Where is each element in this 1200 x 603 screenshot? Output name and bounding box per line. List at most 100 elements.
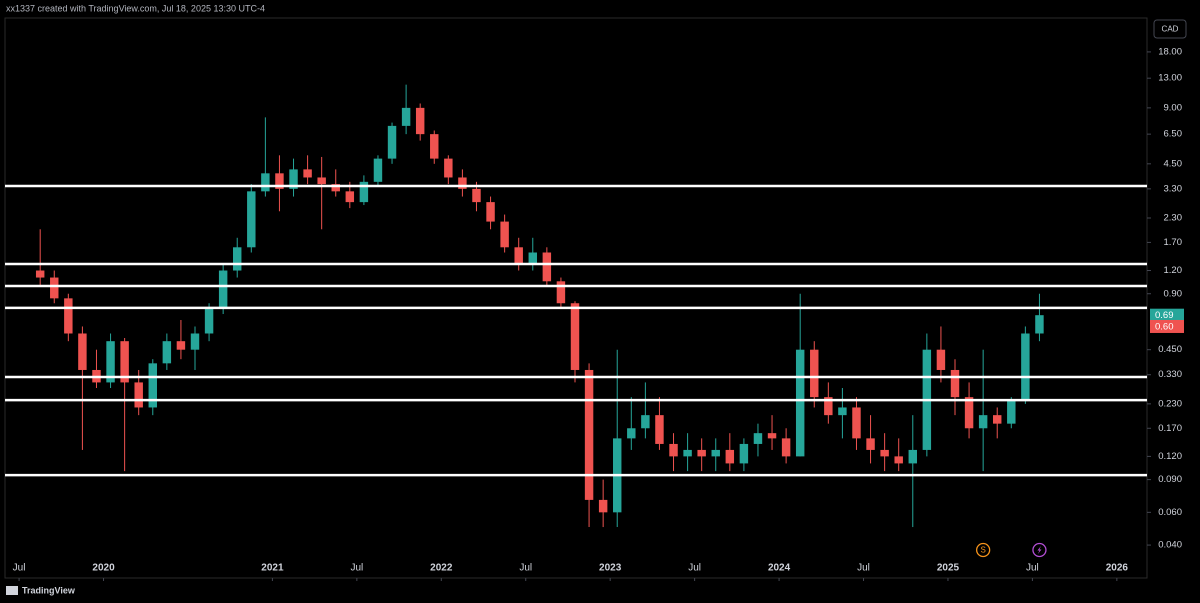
candle-body xyxy=(162,341,172,364)
candle-body xyxy=(204,308,214,334)
y-tick-label: 6.50 xyxy=(1164,129,1183,140)
candle-body xyxy=(936,349,946,370)
y-tick-label: 0.450 xyxy=(1158,344,1182,355)
candle-body xyxy=(1035,315,1044,334)
candle-body xyxy=(556,281,566,304)
x-tick-label: Jul xyxy=(13,563,26,574)
candle-body xyxy=(542,252,552,282)
y-tick-label: 0.060 xyxy=(1158,507,1182,518)
price-label-box xyxy=(1150,319,1184,333)
logo-mark xyxy=(6,586,18,595)
candle-body xyxy=(950,369,960,398)
candle-body xyxy=(134,382,143,408)
currency-box[interactable] xyxy=(1153,19,1187,39)
x-tick-label: 2023 xyxy=(599,563,622,574)
candle-body xyxy=(50,277,59,299)
chart-pane xyxy=(4,17,1148,579)
candle-body xyxy=(430,134,439,159)
x-tick-label: 2021 xyxy=(261,563,284,574)
y-tick-label: 0.330 xyxy=(1158,369,1182,380)
event-icon xyxy=(1037,546,1042,554)
candle-body xyxy=(78,333,87,370)
y-tick-label: 13.00 xyxy=(1158,73,1182,84)
candle-body xyxy=(641,415,650,429)
header-text: xx1337 created with TradingView.com, Jul… xyxy=(6,3,265,13)
candle-body xyxy=(739,443,749,464)
candle-body xyxy=(880,449,889,457)
candle-body xyxy=(852,407,861,439)
candle-body xyxy=(190,333,200,350)
candle-body xyxy=(894,456,903,464)
candle-body xyxy=(810,349,819,398)
y-tick-label: 0.040 xyxy=(1158,540,1182,551)
candle-body xyxy=(781,438,791,457)
candle-body xyxy=(753,433,763,444)
x-tick-label: Jul xyxy=(1026,563,1039,574)
candle-body xyxy=(570,303,580,370)
candle-body xyxy=(711,449,720,457)
candle-body xyxy=(627,428,636,439)
candle-body xyxy=(35,270,45,278)
candle-body xyxy=(359,181,369,203)
candle-body xyxy=(176,341,186,350)
y-tick-label: 9.00 xyxy=(1164,102,1183,113)
candle-body xyxy=(444,158,453,178)
price-label: 0.60 xyxy=(1155,321,1174,332)
candle-body xyxy=(317,177,326,185)
y-tick-label: 0.170 xyxy=(1158,423,1182,434)
candle-body xyxy=(106,341,115,383)
y-tick-label: 18.00 xyxy=(1158,46,1182,57)
candle-body xyxy=(824,397,833,416)
y-tick-label: 0.230 xyxy=(1158,398,1182,409)
candle-body xyxy=(345,191,355,203)
candle-body xyxy=(401,107,411,126)
price-label: 0.69 xyxy=(1155,310,1174,321)
candle-body xyxy=(964,397,974,429)
y-tick-label: 0.90 xyxy=(1164,288,1183,299)
candle-body xyxy=(275,173,284,189)
y-tick-label: 2.30 xyxy=(1164,213,1183,224)
x-tick-label: Jul xyxy=(350,563,363,574)
candle-body xyxy=(598,499,608,513)
candle-body xyxy=(218,270,228,309)
candle-body xyxy=(331,184,340,192)
candle-body xyxy=(64,298,73,334)
x-tick-label: 2020 xyxy=(92,563,115,574)
candle-body xyxy=(233,247,242,271)
x-tick-label: Jul xyxy=(688,563,701,574)
candle-body xyxy=(458,177,467,189)
candle-body xyxy=(1021,333,1030,401)
candle-body xyxy=(767,433,777,439)
candle-body xyxy=(584,369,594,500)
footer-brand: TradingView xyxy=(22,585,76,595)
candle-body xyxy=(908,449,917,464)
candle-body xyxy=(528,252,537,265)
candle-body xyxy=(247,191,256,248)
candle-body xyxy=(683,449,692,457)
currency-label[interactable]: CAD xyxy=(1162,25,1179,34)
y-tick-label: 1.20 xyxy=(1164,265,1183,276)
candle-body xyxy=(514,247,523,265)
candle-body xyxy=(697,449,706,457)
candle-body xyxy=(289,169,298,189)
candle-body xyxy=(387,125,397,159)
candle-body xyxy=(795,349,805,457)
candle-body xyxy=(669,443,678,457)
x-tick-label: 2024 xyxy=(768,563,791,574)
y-tick-label: 1.70 xyxy=(1164,237,1183,248)
candle-body xyxy=(303,169,312,178)
price-label-box xyxy=(1150,308,1184,322)
x-tick-label: Jul xyxy=(857,563,870,574)
event-marker xyxy=(975,542,991,558)
candle-body xyxy=(261,173,270,192)
candle-body xyxy=(148,363,157,408)
candle-body xyxy=(725,449,735,464)
tradingview-logo xyxy=(6,586,18,595)
candle-body xyxy=(486,202,495,222)
event-label: S xyxy=(980,546,985,555)
x-tick-label: 2022 xyxy=(430,563,453,574)
candle-body xyxy=(415,107,425,135)
x-tick-label: 2025 xyxy=(937,563,960,574)
candle-body xyxy=(655,415,664,444)
